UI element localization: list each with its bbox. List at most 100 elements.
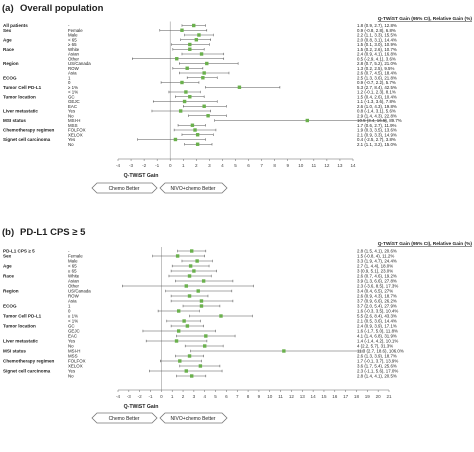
subgroup-category: MSS: [68, 354, 78, 359]
x-tick-label: 5: [234, 163, 237, 168]
estimate-text: 2.7 (1, 4.4), 18.0%: [357, 264, 393, 269]
point-estimate-marker: [175, 57, 179, 61]
subgroup-label: Liver metastatic: [3, 339, 38, 344]
estimate-text: 2.0 (0.8, 3.1), 14.4%: [357, 37, 397, 42]
estimate-text: 1.6 (-0.3, 3.5), 10.4%: [357, 309, 398, 314]
estimate-text: 2.6 (0.7, 4.6), 19.2%: [357, 274, 397, 279]
x-tick-label: 0: [160, 394, 163, 399]
subgroup-category: Yes: [68, 109, 76, 114]
x-tick-label: 16: [332, 394, 338, 399]
point-estimate-marker: [201, 76, 205, 80]
x-tick-label: 6: [225, 394, 228, 399]
subgroup-category: White: [68, 274, 80, 279]
direction-label-right: NIVO+chemo Better: [171, 186, 216, 192]
column-header: Q-TWiST Gain (95% CI), Relative Gain (%): [378, 241, 473, 247]
point-estimate-marker: [282, 349, 286, 353]
point-estimate-marker: [177, 309, 181, 313]
subgroup-category: Yes: [68, 339, 76, 344]
subgroup-label: Region: [3, 289, 19, 294]
subgroup-category: < 1%: [68, 90, 78, 95]
point-estimate-marker: [175, 254, 180, 258]
x-tick-label: 4: [221, 163, 224, 168]
estimate-text: 3.9 (1.3, 6.6), 27.8%: [357, 279, 397, 284]
subgroup-category: Other: [68, 56, 80, 61]
point-estimate-marker: [196, 289, 200, 293]
x-tick-label: 14: [311, 394, 317, 399]
estimate-text: 4 (2.2, 5.7), 31.3%: [357, 344, 393, 349]
estimate-text: 2.6 (1.0, 4.3), 19.8%: [357, 104, 397, 109]
subgroup-category: US/Canada: [68, 61, 91, 66]
x-axis-title: Q-TWiST Gain: [124, 404, 159, 410]
point-estimate-marker: [195, 259, 199, 263]
subgroup-category: White: [68, 47, 80, 52]
x-tick-label: 12: [324, 163, 330, 168]
column-header: Q-TWiST Gain (95% CI), Relative Gain (%): [378, 16, 473, 22]
subgroup-category: Female: [68, 254, 83, 259]
subgroup-category: 1: [68, 75, 71, 80]
point-estimate-marker: [184, 369, 188, 373]
subgroup-category: No: [68, 113, 74, 118]
point-estimate-marker: [173, 137, 178, 142]
point-estimate-marker: [178, 109, 183, 113]
estimate-text: 0.4 (-2.5, 2.7), 3.8%: [357, 137, 396, 142]
estimate-text: 1.2 (-0.1, 2.3), 8.1%: [357, 90, 396, 95]
point-estimate-marker: [184, 284, 188, 288]
estimate-text: 5.5 (2.6, 8.4), 43.3%: [357, 314, 397, 319]
subgroup-category: GC: [68, 94, 75, 99]
estimate-text: 2.4 (0.9, 3.9), 17.1%: [357, 324, 397, 329]
point-estimate-marker: [192, 269, 196, 273]
x-tick-label: 10: [267, 394, 273, 399]
point-estimate-marker: [190, 123, 195, 127]
subgroup-label: Liver metastatic: [3, 109, 38, 114]
subgroup-label: Race: [3, 274, 14, 279]
subgroup-category: Male: [68, 33, 78, 38]
subgroup-category: ≥ 1%: [68, 85, 78, 90]
x-tick-label: 12: [289, 394, 295, 399]
point-estimate-marker: [199, 52, 204, 56]
estimate-text: 3.7 (2.0, 5.4), 27.9%: [357, 304, 397, 309]
direction-box-left: Chemo Better: [91, 182, 158, 194]
x-tick-label: 21: [386, 394, 392, 399]
point-estimate-marker: [199, 299, 204, 303]
subgroup-label: MSI status: [3, 118, 26, 123]
point-estimate-marker: [195, 133, 200, 137]
subgroup-label: Tumor Cell PD-L1: [3, 85, 42, 90]
direction-label-right: NIVO+chemo Better: [171, 416, 216, 422]
point-estimate-marker: [188, 42, 192, 47]
point-estimate-marker: [177, 329, 181, 333]
subgroup-category: XELOX: [68, 364, 83, 369]
subgroup-category: < 65: [68, 264, 77, 269]
x-tick-label: 20: [376, 394, 382, 399]
panel-label: (b): [2, 227, 14, 238]
panel-title: Overall population: [20, 3, 104, 14]
subgroup-label: ECOG: [3, 75, 17, 80]
subgroup-category: 0: [68, 309, 71, 314]
subgroup-category: 0: [68, 80, 71, 85]
subgroup-label: Signet cell carcinoma: [3, 137, 51, 142]
x-tick-label: 10: [298, 163, 304, 168]
subgroup-category: Other: [68, 284, 80, 289]
point-estimate-marker: [187, 294, 192, 298]
subgroup-category: < 65: [68, 37, 77, 42]
subgroup-category: MSI-H: [68, 349, 80, 354]
subgroup-category: No: [68, 142, 74, 147]
subgroup-category: Asian: [68, 279, 80, 284]
subgroup-label: Signet cell carcinoma: [3, 369, 51, 374]
point-estimate-marker: [178, 359, 182, 363]
x-tick-label: 8: [273, 163, 276, 168]
subgroup-category: Asian: [68, 52, 80, 57]
estimate-text: 1.7 (0.6, 2.7), 11.9%: [357, 123, 397, 128]
subgroup-category: US/Canada: [68, 289, 91, 294]
x-tick-label: 7: [236, 394, 239, 399]
estimate-text: 1.9 (0.3, 3.5), 13.6%: [357, 128, 397, 133]
estimate-text: 2.8 (1.4, 4.1), 20.5%: [357, 374, 397, 379]
direction-label-left: Chemo Better: [109, 416, 140, 422]
estimate-text: 3.6 (1.7, 5.4), 25.6%: [357, 364, 397, 369]
subgroup-label: Age: [3, 37, 12, 42]
x-tick-label: 11: [278, 394, 283, 399]
estimate-text: 3.7 (0.9, 6.6), 26.2%: [357, 299, 397, 304]
estimate-text: 2.6 (1.3, 3.9), 18.7%: [357, 354, 397, 359]
panel-title: PD-L1 CPS ≥ 5: [20, 227, 86, 238]
subgroup-label: Region: [3, 61, 19, 66]
